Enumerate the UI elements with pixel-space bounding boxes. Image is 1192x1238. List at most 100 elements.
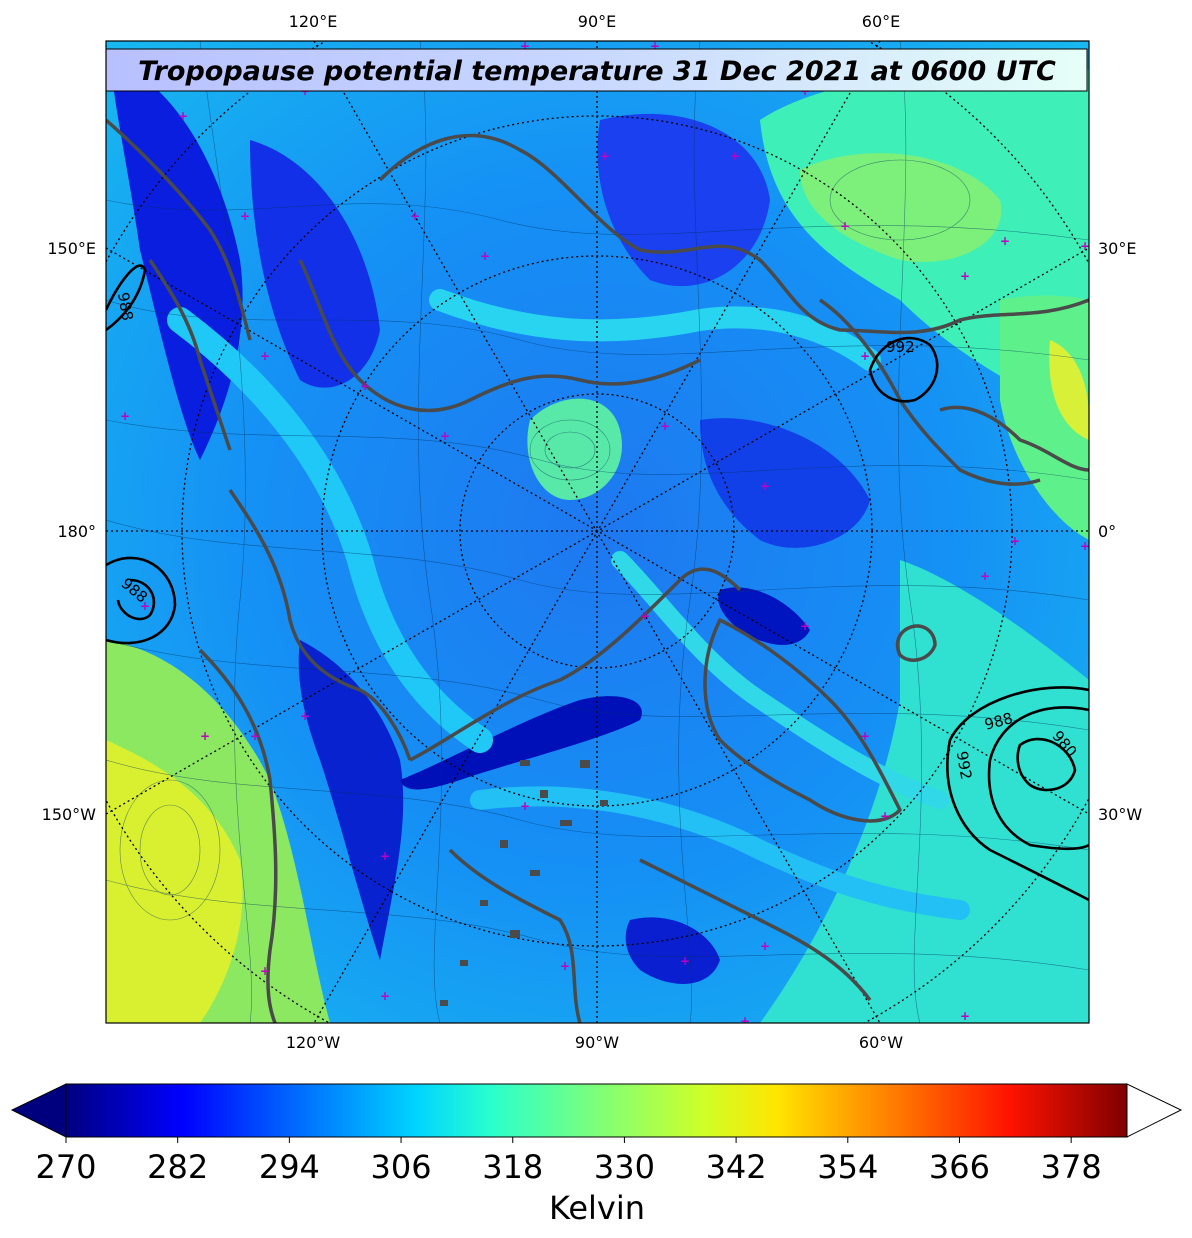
low-atlantic-mid (987, 706, 1089, 851)
low-northwest (106, 264, 147, 332)
colorbar-tick-label: 342 (706, 1148, 767, 1186)
svg-text:+: + (760, 939, 770, 953)
svg-text:+: + (410, 209, 420, 223)
label-bottom-90w: 90°W (575, 1033, 619, 1052)
label-left-180: 180° (57, 522, 96, 541)
map-area: + + + + ++ + ++ ++ + +++ +++ +++ +++ +++ +++ … (106, 39, 1090, 1023)
coastline-eurasia (378, 133, 1089, 335)
coastline-europe (939, 405, 1089, 472)
svg-text:+: + (380, 849, 390, 863)
pressure-contours (106, 264, 1089, 902)
cold-streamer-central (298, 640, 404, 960)
colorbar-label: Kelvin (549, 1189, 645, 1227)
low-west-inner (116, 578, 156, 621)
coastline-labrador (639, 858, 872, 1002)
svg-text:+: + (960, 1009, 970, 1023)
label-left-150w: 150°W (42, 805, 97, 824)
svg-text:+: + (860, 729, 870, 743)
colorbar-gradient (65, 1083, 1128, 1138)
cold-region-ne (597, 113, 770, 287)
svg-text:+: + (960, 269, 970, 283)
svg-text:+: + (300, 709, 310, 723)
svg-text:+: + (380, 989, 390, 1003)
warm-core-east (1049, 340, 1089, 440)
label-bottom-120w: 120°W (286, 1033, 341, 1052)
center-warm-blob (527, 398, 622, 500)
svg-text:+: + (120, 409, 130, 423)
colorbar-tick-label: 354 (817, 1148, 878, 1186)
pressure-label-6: 988 (114, 291, 137, 322)
svg-text:+: + (760, 479, 770, 493)
svg-text:+: + (250, 729, 260, 743)
low-west-outer (106, 556, 177, 645)
svg-text:+: + (520, 799, 530, 813)
coastline-scandinavia (819, 298, 1041, 486)
cyan-band-2 (429, 289, 881, 371)
warm-core-northeast (800, 153, 1002, 262)
label-right-0: 0° (1098, 522, 1116, 541)
coastlines (106, 118, 1089, 1023)
colorbar-min-extend (10, 1083, 67, 1138)
low-atlantic-outer (946, 686, 1089, 902)
svg-text:+: + (260, 964, 270, 978)
cold-streamer-north (250, 140, 380, 388)
title-box (106, 48, 1088, 92)
label-top-90e: 90°E (578, 12, 616, 31)
coastline-alaska (228, 489, 412, 761)
coastline-hudson (448, 848, 582, 1023)
svg-text:+: + (730, 149, 740, 163)
cyan-band-3 (470, 786, 970, 920)
colorbar-tick-label: 318 (482, 1148, 543, 1186)
svg-text:+: + (980, 569, 990, 583)
svg-text:+: + (140, 599, 150, 613)
colorbar-tick-label: 270 (35, 1148, 96, 1186)
colorbar: 270 282 294 306 318 330 342 354 366 378 Kelvin (10, 1083, 1183, 1227)
colorbar-tick-label: 330 (594, 1148, 655, 1186)
svg-text:+: + (240, 209, 250, 223)
arctic-islands (440, 760, 608, 1006)
pressure-label-2: 992 (886, 338, 915, 356)
label-left-150e: 150°E (47, 239, 96, 258)
svg-text:+: + (680, 954, 690, 968)
svg-text:+: + (860, 349, 870, 363)
label-bottom-60w: 60°W (859, 1033, 903, 1052)
svg-text:+: + (260, 349, 270, 363)
svg-text:+: + (1000, 234, 1010, 248)
map-title: Tropopause potential temperature 31 Dec … (138, 56, 1056, 87)
coastline-east-asia (106, 118, 252, 341)
label-top-120e: 120°E (289, 12, 338, 31)
coastline-canada-arctic (409, 567, 742, 762)
coastline-japan (148, 259, 232, 451)
svg-text:+: + (440, 429, 450, 443)
colorbar-tick-label: 378 (1041, 1148, 1102, 1186)
cold-region-mid (700, 418, 870, 548)
svg-text:+: + (178, 109, 188, 123)
svg-text:+: + (880, 809, 890, 823)
map-border (105, 40, 1090, 1024)
coastline-siberia (298, 259, 701, 413)
longitude-labels: 120°E 90°E 60°E 120°W 90°W 60°W 150°E 18… (42, 12, 1143, 1052)
svg-text:+: + (840, 219, 850, 233)
coastline-greenland (703, 618, 902, 823)
colorbar-tick-label: 306 (371, 1148, 432, 1186)
svg-text:+: + (650, 39, 660, 53)
colorbar-tick-label: 294 (259, 1148, 320, 1186)
svg-text:+: + (360, 379, 370, 393)
colorbar-ticks: 270 282 294 306 318 330 342 354 366 378 (35, 1137, 1102, 1186)
station-markers: + + + + ++ + ++ ++ + +++ +++ +++ +++ +++ +++ … (120, 39, 1090, 1023)
svg-text:+: + (660, 419, 670, 433)
label-right-30e: 30°E (1098, 239, 1136, 258)
label-right-30w: 30°W (1098, 805, 1142, 824)
colorbar-tick-label: 366 (929, 1148, 990, 1186)
svg-text:+: + (640, 609, 650, 623)
warm-core-southwest (106, 740, 243, 1023)
coastline-north-america-west (198, 648, 278, 1023)
svg-text:+: + (480, 249, 490, 263)
label-top-60e: 60°E (862, 12, 900, 31)
coastline-iceland (895, 624, 937, 662)
cyan-band-1 (167, 307, 493, 753)
cold-tongue (400, 696, 642, 790)
svg-text:+: + (1080, 239, 1090, 253)
low-europe (868, 336, 939, 403)
